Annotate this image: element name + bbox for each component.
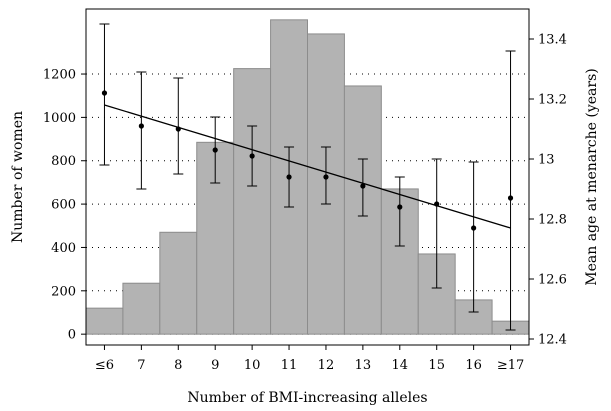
error-bar-series [99,23,516,331]
mean-point [323,174,329,180]
mean-point [360,183,366,189]
x-axis-label: Number of BMI-increasing alleles [187,390,427,406]
mean-point [249,153,255,159]
x-tick-label: 11 [281,358,298,373]
error-bar [394,176,405,247]
x-tick-label: 13 [355,358,372,373]
error-bar [173,77,184,175]
y-right-tick-label: 13.2 [538,93,567,108]
mean-point [212,147,218,153]
x-tick-label: 8 [174,358,182,373]
x-tick-label: 14 [392,358,409,373]
plot-frame [85,8,530,346]
mean-point [397,204,403,210]
y-right-tick-label: 12.4 [538,333,567,348]
trend-line-layer [104,104,511,229]
x-tick-label: ≥17 [497,358,524,373]
y-left-tick-label: 800 [51,154,76,169]
y-left-tick-label: 400 [51,241,76,256]
mean-point [286,174,292,180]
y-left-tick-label: 600 [51,198,76,213]
x-tick-label: 15 [428,358,445,373]
error-bar [431,158,442,289]
mean-point [471,225,477,231]
y-axis-left-label: Number of women [10,111,26,243]
trend-line [104,104,511,229]
mean-point [175,126,181,132]
x-tick-label: 16 [465,358,482,373]
y-right-tick-label: 12.6 [538,273,567,288]
mean-point [507,195,514,201]
x-tick-label: 9 [211,358,219,373]
x-tick-label: ≤6 [95,358,114,373]
bar [85,307,124,335]
y-left-tick-label: 200 [51,284,76,299]
mean-point [101,90,108,96]
bar [233,68,272,335]
y-left-tick-label: 1200 [43,68,76,83]
error-bar [505,50,516,331]
mean-point [434,201,440,207]
y-right-tick-label: 13 [538,153,555,168]
bar [122,282,161,335]
error-bar [468,161,479,313]
y-right-tick-label: 13.4 [538,33,567,48]
bar-series [85,19,530,335]
error-bar [136,71,147,190]
x-tick-label: 7 [137,358,145,373]
x-tick-label: 10 [244,358,261,373]
y-axis-right-label: Mean age at menarche (years) [584,68,600,285]
x-tick-label: 12 [318,358,335,373]
y-left-tick-label: 0 [68,328,76,343]
axes: 0 200 400 600 800 1000 1200 12.4 12.6 12.8 13 13.2 1… [43,33,567,374]
bar [159,231,198,335]
bar [380,188,419,335]
y-right-tick-label: 12.8 [538,213,567,228]
mean-point [138,123,144,129]
y-left-tick-label: 1000 [43,111,76,126]
